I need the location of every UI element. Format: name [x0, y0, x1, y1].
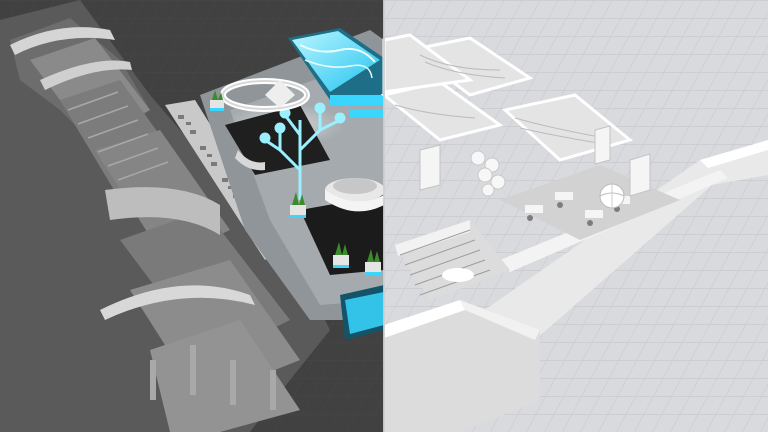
dark-carpet	[225, 105, 384, 275]
reception-desk	[325, 178, 385, 212]
glow-panel-lower	[340, 285, 384, 340]
meeting-room	[395, 220, 510, 300]
cyan-water-feature	[288, 28, 384, 118]
outer-wall-block	[0, 0, 330, 432]
lower-room	[384, 300, 540, 432]
tree-sculpture	[259, 102, 346, 200]
sphere-sculpture	[599, 183, 625, 209]
ring-sculpture	[220, 78, 310, 112]
ball-cluster	[470, 150, 506, 197]
planters	[210, 90, 381, 275]
lounge-bench	[235, 150, 265, 171]
clay-model	[380, 33, 768, 432]
